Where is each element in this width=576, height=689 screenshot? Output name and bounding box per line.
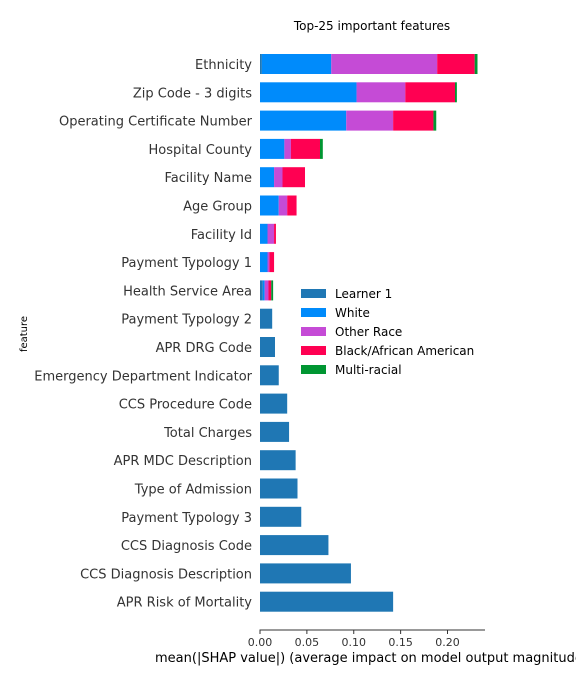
bar-segment-2-4: [274, 167, 283, 188]
legend-swatch-0: [301, 289, 326, 298]
x-tick-label-3: 0.15: [388, 636, 413, 649]
bar-segment-1-1: [260, 82, 357, 103]
bar-segment-4-2: [433, 110, 437, 131]
category-label-15: Type of Admission: [134, 483, 252, 498]
category-label-11: Emergency Department Indicator: [34, 369, 252, 384]
bar-segment-1-2: [260, 110, 347, 131]
y-axis-label: feature: [19, 316, 30, 352]
category-label-19: APR Risk of Mortality: [117, 596, 253, 611]
category-label-3: Hospital County: [149, 143, 253, 158]
legend-label-1: White: [335, 306, 370, 320]
bar-segment-1-6: [260, 223, 268, 244]
category-label-group: Ethnicity Zip Code - 3 digits Operating Ce…: [34, 58, 252, 611]
bar-segment-2-5: [278, 195, 288, 216]
x-tick-label-0: 0.00: [248, 636, 273, 649]
category-label-18: CCS Diagnosis Description: [80, 567, 252, 582]
category-label-4: Facility Name: [164, 171, 252, 186]
bar-segment-3-5: [287, 195, 297, 216]
category-label-13: Total Charges: [163, 426, 252, 441]
bar-segment-3-0: [437, 54, 475, 74]
bar-segment-2-6: [267, 223, 275, 244]
legend-swatch-3: [301, 346, 326, 355]
bar-segment-3-2: [393, 110, 434, 131]
category-label-0: Ethnicity: [195, 58, 252, 73]
x-axis-label: mean(|SHAP value|) (average impact on mo…: [155, 651, 576, 666]
bar-segment-1-7: [260, 252, 268, 273]
bar-segment-4-1: [455, 82, 457, 103]
category-label-7: Payment Typology 1: [121, 256, 252, 271]
bar-segment-2-8: [264, 280, 269, 301]
x-tick-label-4: 0.20: [435, 636, 460, 649]
legend-swatch-1: [301, 308, 326, 317]
category-label-9: Payment Typology 2: [121, 313, 252, 328]
legend-label-4: Multi-racial: [335, 363, 402, 377]
bar-segment-1-8: [262, 280, 265, 301]
bar-segment-3-4: [282, 167, 305, 188]
bar-segment-3-6: [274, 223, 276, 244]
bar-segment-0-18: [260, 563, 351, 584]
bar-segment-4-8: [271, 280, 274, 301]
bar-segment-2-0: [331, 54, 438, 74]
category-label-12: CCS Procedure Code: [119, 398, 252, 413]
chart-title: Top-25 important features: [293, 19, 450, 33]
bar-segment-4-0: [474, 54, 478, 74]
category-label-16: Payment Typology 3: [121, 511, 252, 526]
x-axis: 0.00 0.05 0.10 0.15 0.20: [248, 629, 485, 649]
bar-segment-1-3: [260, 138, 285, 159]
bar-segment-3-3: [290, 138, 320, 159]
bar-segment-3-8: [268, 280, 272, 301]
legend-swatch-2: [301, 327, 326, 336]
x-tick-label-2: 0.10: [342, 636, 367, 649]
legend-label-3: Black/African American: [335, 344, 474, 358]
bar-segment-0-0: [260, 54, 262, 74]
category-label-2: Operating Certificate Number: [59, 115, 253, 130]
bar-segment-3-7: [269, 252, 275, 273]
bar-segment-0-11: [260, 365, 279, 386]
bar-segment-1-5: [260, 195, 279, 216]
x-tick-label-1: 0.05: [295, 636, 320, 649]
bar-segment-2-1: [356, 82, 406, 103]
category-label-5: Age Group: [183, 200, 252, 215]
legend-label-0: Learner 1: [335, 287, 392, 301]
category-label-8: Health Service Area: [123, 284, 252, 299]
bar-segment-2-7: [267, 252, 270, 273]
bar-segment-0-17: [260, 535, 329, 556]
bar-segment-1-4: [260, 167, 275, 188]
bar-segment-0-10: [260, 337, 275, 357]
bar-segment-3-1: [405, 82, 455, 103]
legend-label-2: Other Race: [335, 325, 402, 339]
bar-segment-1-0: [261, 54, 332, 74]
bar-segment-0-16: [260, 506, 302, 527]
category-label-6: Facility Id: [191, 228, 252, 243]
bar-segment-0-12: [260, 393, 288, 414]
bar-segment-2-2: [346, 110, 394, 131]
legend-swatch-4: [301, 365, 326, 374]
bar-segment-4-3: [320, 138, 323, 159]
bar-segment-0-8: [260, 280, 263, 301]
category-label-1: Zip Code - 3 digits: [133, 86, 252, 101]
bar-segment-2-3: [284, 138, 291, 159]
bar-segment-0-13: [260, 421, 290, 442]
bar-segment-0-19: [260, 591, 394, 612]
bar-segment-0-14: [260, 450, 296, 471]
category-label-10: APR DRG Code: [156, 341, 252, 356]
bar-segment-0-15: [260, 478, 298, 499]
bar-group: [260, 54, 478, 612]
category-label-14: APR MDC Description: [114, 454, 252, 469]
bar-segment-0-9: [260, 308, 273, 329]
legend: Learner 1 White Other Race Black/African Am…: [301, 287, 474, 377]
category-label-17: CCS Diagnosis Code: [121, 539, 252, 554]
